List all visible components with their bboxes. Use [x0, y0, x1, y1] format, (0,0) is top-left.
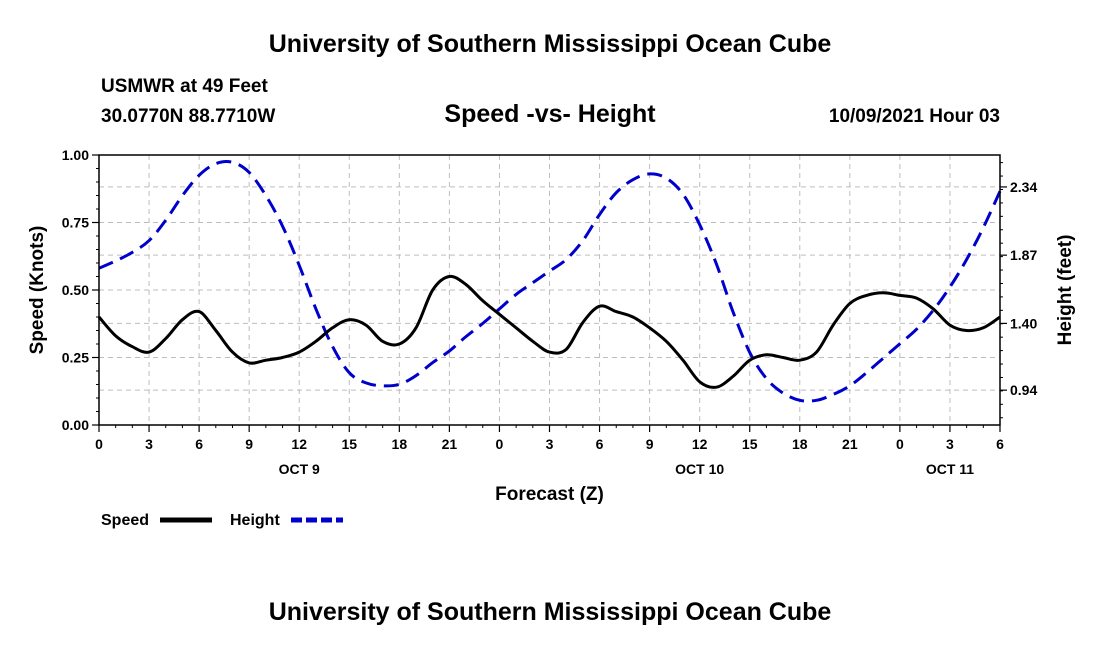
- y2-axis-title: Height (feet): [1055, 235, 1076, 346]
- x-tick-label: 0: [496, 436, 504, 452]
- y2-tick-label: 0.94: [1010, 382, 1037, 398]
- day-label: OCT 9: [279, 461, 320, 477]
- chart-title: Speed -vs- Height: [444, 100, 656, 128]
- forecast-datetime: 10/09/2021 Hour 03: [828, 106, 1000, 127]
- height-series-line: [98, 160, 1002, 403]
- page-title-top: University of Southern Mississippi Ocean…: [268, 30, 832, 58]
- x-tick-label: 18: [792, 436, 808, 452]
- day-label: OCT 10: [675, 461, 724, 477]
- x-axis-title: Forecast (Z): [495, 484, 604, 505]
- x-tick-label: 3: [946, 436, 954, 452]
- y2-tick-label: 1.87: [1010, 247, 1037, 263]
- chart-legend: Speed Height: [101, 512, 343, 529]
- page-title-bottom: University of Southern Mississippi Ocean…: [268, 598, 832, 626]
- grid-layer: [99, 155, 1000, 425]
- y2-tick-label: 1.40: [1010, 315, 1037, 331]
- series-layer: [97, 160, 1002, 403]
- x-tick-label: 6: [596, 436, 604, 452]
- axis-layer: 0 3 6 9 12 15 18 21 0 3 6 9 12 15 18 21 0 3 6 0.00 0.25 0.50 0…: [27, 147, 1076, 505]
- x-tick-label: 6: [996, 436, 1004, 452]
- x-tick-label: 12: [692, 436, 708, 452]
- y-tick-label: 0.25: [62, 350, 89, 366]
- y-tick-label: 1.00: [62, 147, 89, 163]
- legend-label-speed: Speed: [101, 512, 149, 529]
- x-tick-label: 21: [442, 436, 458, 452]
- x-tick-label: 15: [341, 436, 357, 452]
- x-tick-label: 21: [842, 436, 858, 452]
- x-tick-label: 6: [195, 436, 203, 452]
- x-tick-label: 9: [646, 436, 654, 452]
- x-tick-label: 0: [896, 436, 904, 452]
- y-tick-label: 0.75: [62, 215, 89, 231]
- x-tick-label: 0: [95, 436, 103, 452]
- day-label: OCT 11: [926, 461, 974, 477]
- y-axis-title: Speed (Knots): [27, 226, 48, 355]
- x-tick-label: 9: [245, 436, 253, 452]
- y-tick-label: 0.00: [62, 417, 89, 433]
- x-tick-label: 15: [742, 436, 758, 452]
- station-name: USMWR at 49 Feet: [101, 76, 268, 97]
- station-coordinates: 30.0770N 88.7710W: [101, 106, 276, 127]
- x-tick-label: 12: [291, 436, 307, 452]
- speed-series-line: [97, 274, 1001, 389]
- x-tick-label: 18: [392, 436, 408, 452]
- x-tick-label: 3: [546, 436, 554, 452]
- legend-label-height: Height: [230, 512, 280, 529]
- y2-tick-label: 2.34: [1010, 179, 1037, 195]
- y-tick-label: 0.50: [62, 282, 89, 298]
- x-tick-label: 3: [145, 436, 153, 452]
